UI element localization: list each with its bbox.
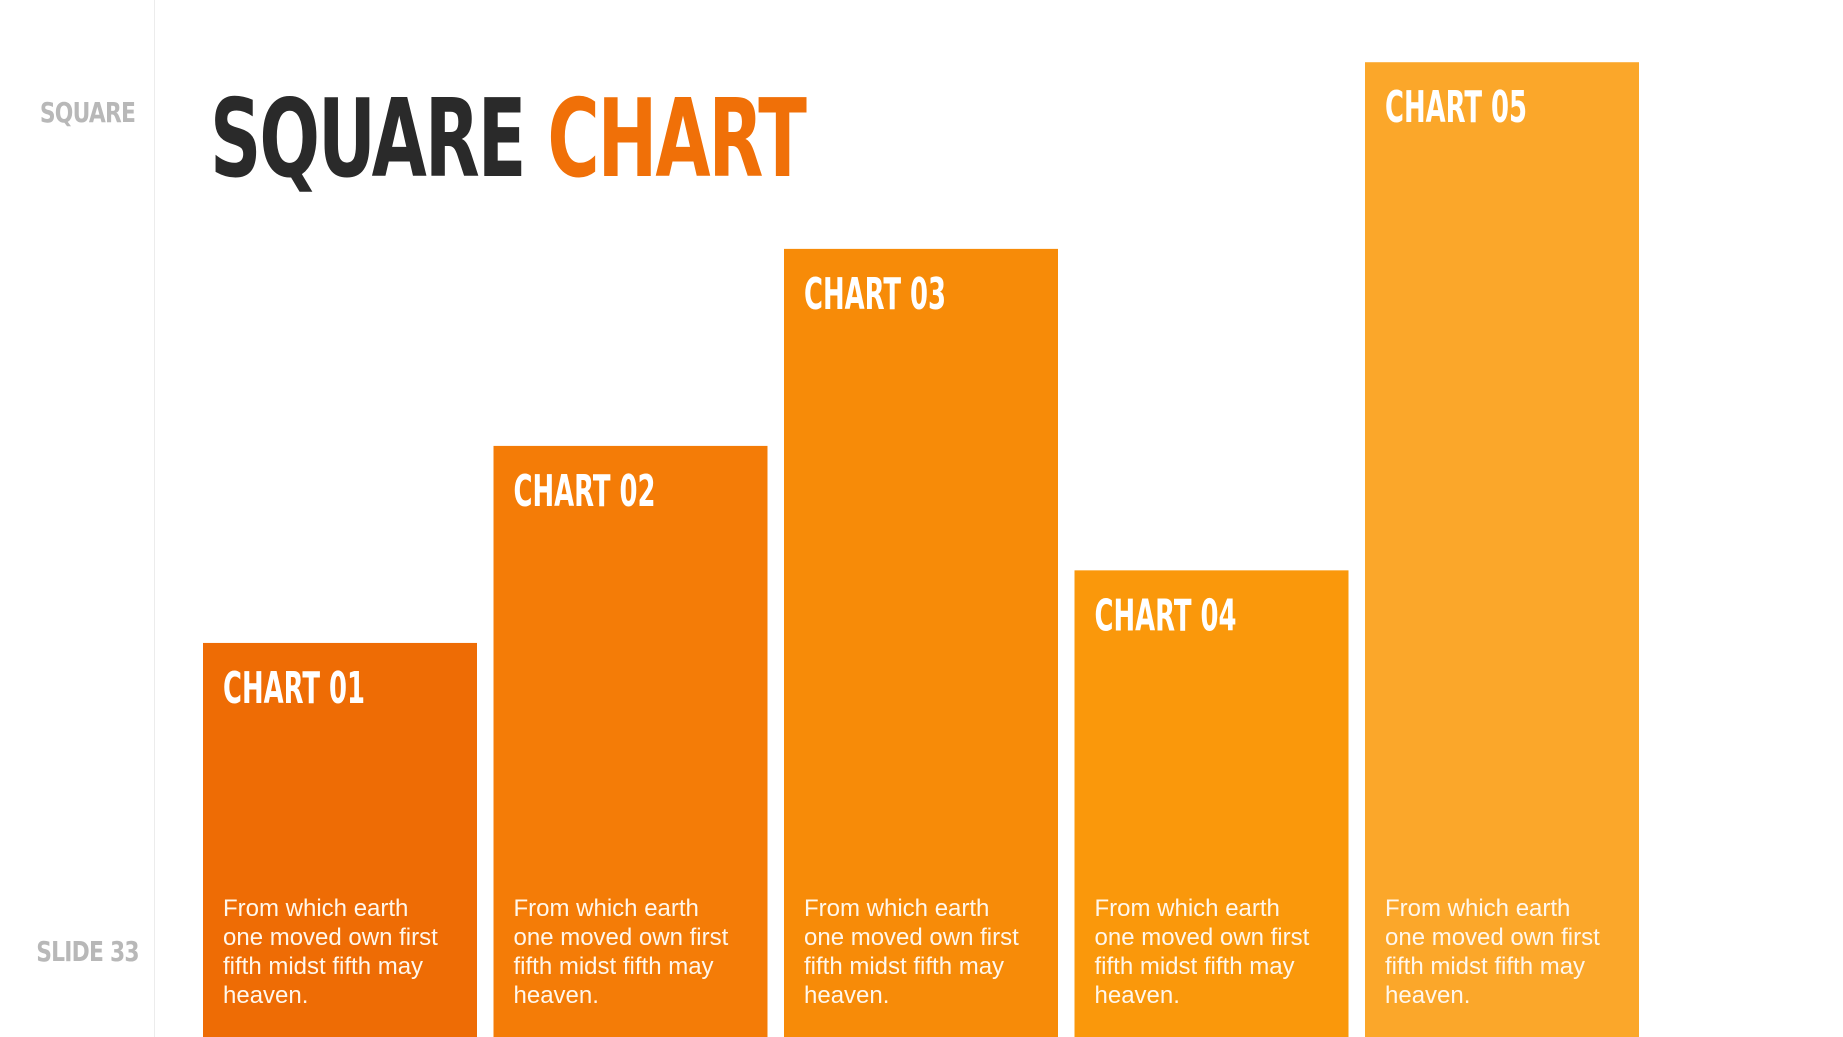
bar — [784, 248, 1058, 1037]
bar-description-line: From which earth — [223, 895, 408, 922]
bar — [1365, 62, 1639, 1037]
bar-description-line: one moved own first — [514, 924, 729, 951]
bar-description-line: heaven. — [514, 982, 599, 1009]
bar-label: CHART 04 — [1095, 590, 1237, 641]
left-rail — [0, 0, 155, 1037]
bar-description-line: one moved own first — [804, 924, 1019, 951]
bar-label: CHART 02 — [514, 466, 656, 517]
bar-description-line: From which earth — [804, 895, 989, 922]
bar-description-line: one moved own first — [1385, 924, 1600, 951]
bar-description-line: From which earth — [514, 895, 699, 922]
bar-description-line: heaven. — [223, 982, 308, 1009]
bar — [203, 642, 477, 1037]
bar-description-line: fifth midst fifth may — [514, 953, 714, 980]
bar-description-line: fifth midst fifth may — [1095, 953, 1295, 980]
bar-description-line: one moved own first — [1095, 924, 1310, 951]
bar-label: CHART 01 — [223, 663, 365, 714]
title-part-accent: CHART — [547, 77, 807, 202]
bar-description-line: heaven. — [1095, 982, 1180, 1009]
bar-description-line: fifth midst fifth may — [1385, 953, 1585, 980]
bar-description-line: fifth midst fifth may — [223, 953, 423, 980]
bar-description-line: heaven. — [804, 982, 889, 1009]
bar-description-line: fifth midst fifth may — [804, 953, 1004, 980]
bar-description-line: From which earth — [1095, 895, 1280, 922]
title-part-dark: SQUARE — [210, 77, 526, 202]
bar — [493, 445, 768, 1037]
bar-description-line: one moved own first — [223, 924, 438, 951]
bar-description-line: From which earth — [1385, 895, 1570, 922]
bar-label: CHART 03 — [804, 269, 946, 320]
bar-description-line: heaven. — [1385, 982, 1470, 1009]
section-label: SQUARE — [39, 96, 136, 129]
page-title: SQUARE CHART — [210, 86, 807, 194]
bar-label: CHART 05 — [1385, 82, 1527, 133]
slide-number: SLIDE 33 — [36, 935, 139, 968]
bar — [1074, 570, 1349, 1037]
